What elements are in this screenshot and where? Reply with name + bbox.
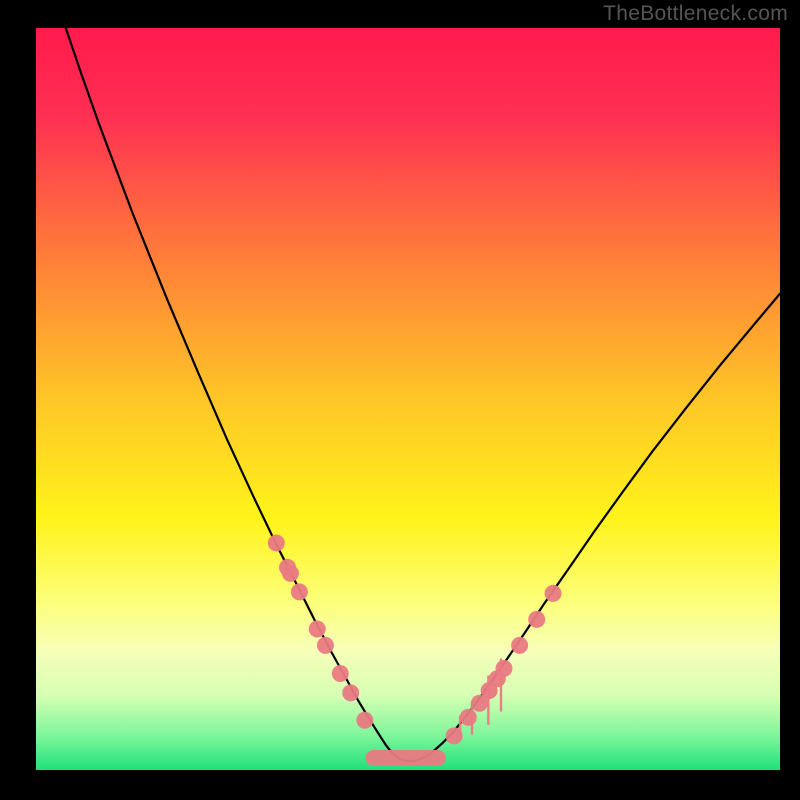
data-marker <box>317 637 334 654</box>
watermark-text: TheBottleneck.com <box>603 2 788 26</box>
data-marker <box>545 585 562 602</box>
data-marker <box>460 709 477 726</box>
data-marker <box>511 637 528 654</box>
bottleneck-curve-plot <box>36 28 780 770</box>
plot-background <box>36 28 780 770</box>
data-marker <box>309 621 326 638</box>
data-marker <box>528 611 545 628</box>
data-marker <box>291 583 308 600</box>
data-marker <box>356 712 373 729</box>
data-marker <box>446 727 463 744</box>
chart-stage: TheBottleneck.com <box>0 0 800 800</box>
data-marker <box>332 665 349 682</box>
data-marker <box>282 565 299 582</box>
data-marker <box>342 684 359 701</box>
data-marker <box>268 534 285 551</box>
data-marker <box>495 660 512 677</box>
optimal-band <box>366 750 446 766</box>
